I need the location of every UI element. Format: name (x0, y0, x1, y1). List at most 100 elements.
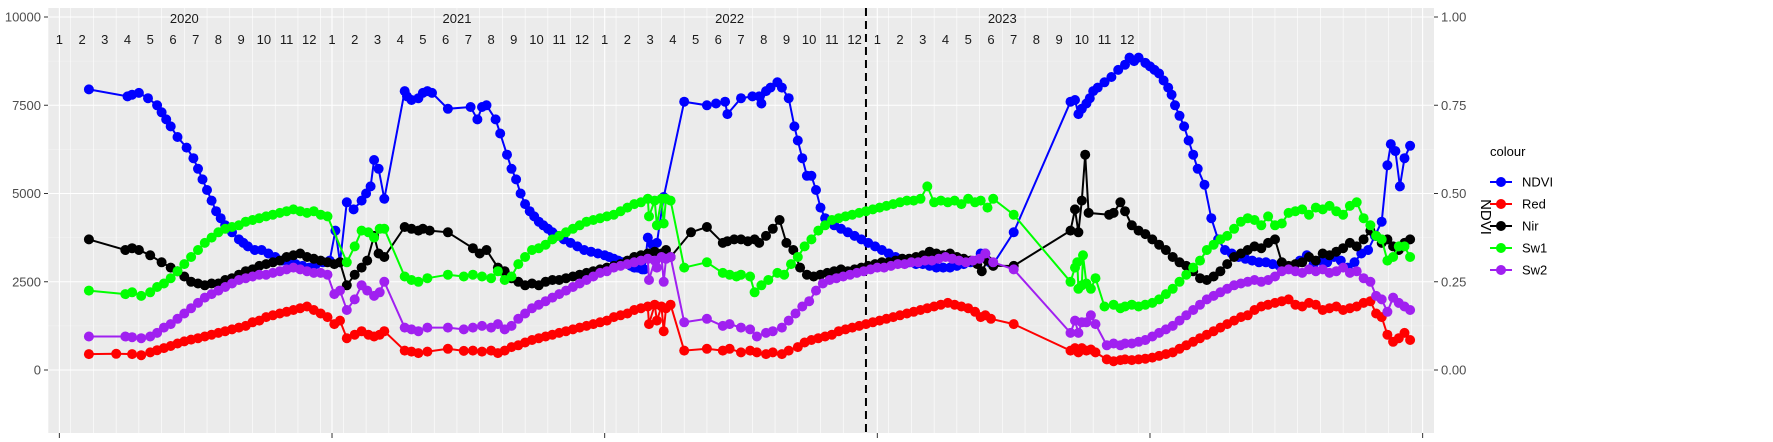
point-sw2 (776, 322, 787, 333)
point-sw1 (1174, 276, 1185, 287)
point-ndvi (1199, 179, 1210, 190)
point-sw2 (349, 294, 360, 305)
point-sw1 (1351, 197, 1362, 208)
point-ndvi (495, 128, 506, 139)
point-ndvi (1405, 140, 1416, 151)
point-red (467, 345, 478, 356)
point-red (701, 343, 712, 354)
point-sw1 (749, 287, 760, 298)
point-nir (1222, 259, 1233, 270)
point-ndvi (806, 170, 817, 181)
month-label: 4 (124, 32, 131, 47)
point-ndvi (472, 114, 483, 125)
legend-key-point (1496, 199, 1506, 209)
point-sw2 (136, 333, 147, 344)
legend-title: colour (1490, 144, 1526, 159)
point-sw1 (206, 232, 217, 243)
point-red (1283, 294, 1294, 305)
point-sw1 (1090, 273, 1101, 284)
month-label: 12 (302, 32, 316, 47)
point-sw1 (915, 193, 926, 204)
point-nir (1167, 252, 1178, 262)
point-red (442, 343, 453, 354)
point-red (985, 313, 996, 324)
point-nir (781, 237, 792, 248)
point-sw2 (1181, 310, 1192, 321)
month-label: 8 (760, 32, 767, 47)
point-sw2 (1090, 319, 1101, 330)
point-ndvi (639, 264, 650, 275)
point-sw2 (1085, 310, 1096, 321)
point-sw1 (1099, 301, 1110, 312)
point-sw1 (477, 271, 487, 282)
month-label: 7 (737, 32, 744, 47)
point-sw1 (779, 269, 790, 280)
point-ndvi (642, 232, 653, 243)
point-nir (133, 245, 144, 255)
point-sw1 (413, 276, 424, 287)
point-ndvi (1120, 59, 1130, 70)
point-ndvi (722, 109, 733, 120)
point-sw1 (1201, 245, 1212, 255)
point-sw1 (658, 218, 669, 229)
month-label: 9 (510, 32, 517, 47)
point-sw2 (341, 305, 352, 315)
point-sw1 (199, 237, 210, 248)
point-sw1 (806, 234, 817, 245)
point-sw1 (422, 273, 433, 284)
point-sw1 (1208, 239, 1219, 250)
point-nir (1108, 207, 1119, 218)
point-sw1 (349, 241, 360, 252)
point-ndvi (1106, 72, 1117, 82)
point-ndvi (1390, 146, 1401, 157)
point-ndvi (765, 82, 776, 93)
month-label: 7 (192, 32, 199, 47)
year-label: 2020 (170, 11, 199, 26)
point-nir (795, 262, 806, 273)
point-nir (774, 215, 785, 225)
point-red (783, 345, 794, 356)
month-label: 3 (646, 32, 653, 47)
month-label: 1 (328, 32, 335, 47)
point-sw1 (458, 271, 469, 282)
point-ndvi (379, 193, 390, 204)
point-sw1 (165, 273, 176, 284)
point-ndvi (373, 163, 384, 174)
point-sw2 (1270, 271, 1280, 282)
point-ndvi (427, 87, 437, 98)
point-red (335, 315, 345, 326)
point-sw2 (920, 255, 930, 266)
point-sw2 (152, 327, 163, 338)
month-label: 1 (874, 32, 881, 47)
point-ndvi (1166, 89, 1177, 100)
right-tick-label: 0.50 (1441, 186, 1466, 201)
point-ndvi (736, 93, 746, 104)
point-ndvi (361, 188, 372, 199)
point-sw2 (467, 322, 478, 333)
month-label: 5 (147, 32, 154, 47)
point-nir (1083, 207, 1094, 218)
point-sw1 (1222, 230, 1233, 241)
point-nir (1256, 243, 1267, 254)
point-red (341, 333, 352, 344)
month-label: 5 (419, 32, 426, 47)
point-sw2 (767, 326, 778, 337)
point-nir (467, 243, 478, 254)
point-ndvi (1174, 110, 1185, 121)
point-ndvi (1254, 257, 1264, 268)
point-sw1 (492, 266, 503, 277)
point-sw1 (956, 199, 967, 210)
point-sw2 (644, 275, 654, 285)
point-sw2 (1382, 306, 1393, 317)
point-nir (1154, 239, 1165, 250)
point-sw2 (179, 308, 190, 319)
point-sw1 (158, 278, 169, 289)
point-ndvi (1170, 100, 1180, 111)
point-sw1 (1181, 269, 1192, 280)
point-nir (754, 237, 765, 248)
month-label: 7 (465, 32, 472, 47)
point-sw2 (458, 324, 469, 335)
point-sw2 (513, 313, 524, 324)
month-label: 2 (896, 32, 903, 47)
